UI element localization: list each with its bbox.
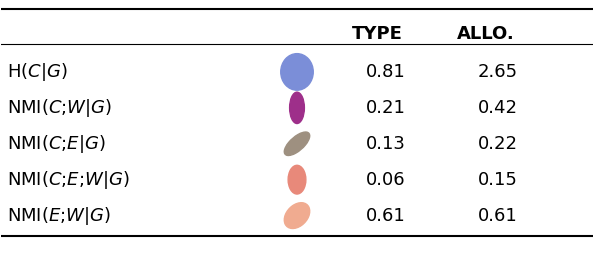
Text: 0.15: 0.15 <box>478 171 518 189</box>
Text: 0.61: 0.61 <box>478 207 518 225</box>
Ellipse shape <box>290 92 304 124</box>
Ellipse shape <box>285 132 309 155</box>
Ellipse shape <box>288 165 306 194</box>
Text: 0.06: 0.06 <box>366 171 406 189</box>
Text: NMI($C$;$W|G$): NMI($C$;$W|G$) <box>7 97 112 119</box>
Text: NMI($C$;$E$;$W|G$): NMI($C$;$E$;$W|G$) <box>7 169 130 191</box>
Text: TYPE: TYPE <box>352 25 402 43</box>
Text: NMI($C$;$E|G$): NMI($C$;$E|G$) <box>7 133 106 155</box>
Text: 0.61: 0.61 <box>366 207 406 225</box>
Text: 0.13: 0.13 <box>366 135 406 153</box>
Text: ALLO.: ALLO. <box>457 25 515 43</box>
Text: H($C|G$): H($C|G$) <box>7 61 68 83</box>
Text: 0.21: 0.21 <box>366 99 406 117</box>
Text: 2.65: 2.65 <box>478 63 518 81</box>
Text: NMI($E$;$W|G$): NMI($E$;$W|G$) <box>7 205 111 227</box>
Ellipse shape <box>281 54 313 90</box>
Ellipse shape <box>285 203 309 228</box>
Text: 0.81: 0.81 <box>366 63 406 81</box>
Text: 0.22: 0.22 <box>478 135 518 153</box>
Text: 0.42: 0.42 <box>478 99 518 117</box>
